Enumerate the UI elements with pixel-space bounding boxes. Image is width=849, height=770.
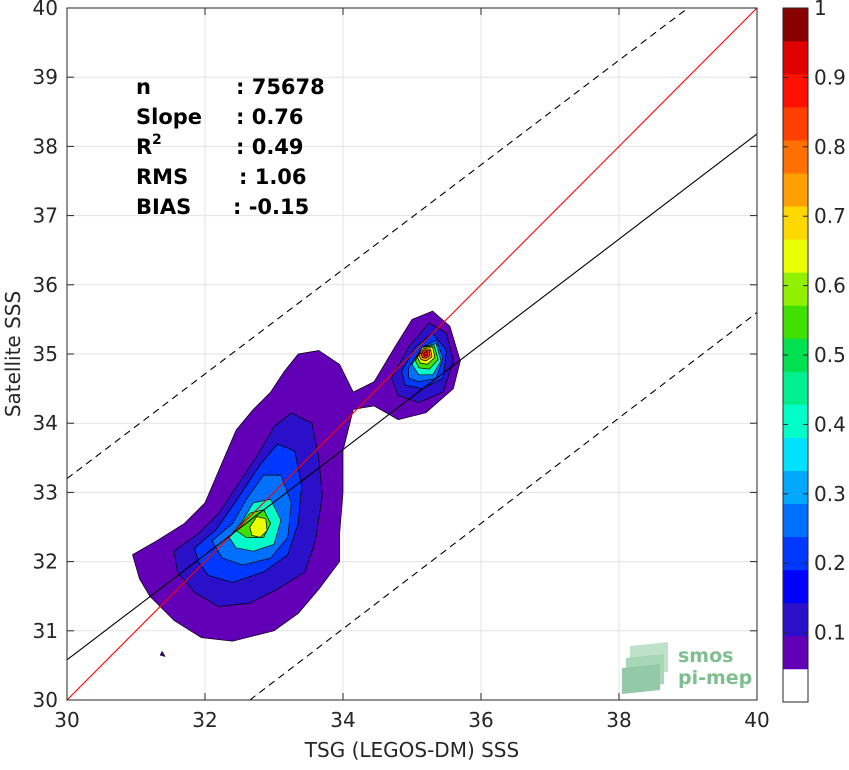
colorbar-segment: [783, 74, 808, 108]
colorbar-segment: [783, 239, 808, 273]
y-axis-label: Satellite SSS: [1, 291, 25, 417]
logo-text-line2: pi-mep: [678, 667, 752, 689]
stat-value: : -0.15: [233, 195, 309, 219]
x-tick-label: 34: [330, 708, 355, 732]
y-tick-label: 30: [33, 688, 58, 712]
colorbar-segment: [783, 272, 808, 306]
y-tick-label: 35: [33, 342, 58, 366]
colorbar-tick-label: 0.1: [814, 621, 846, 645]
y-tick-label: 40: [33, 0, 58, 20]
axis-ticks: 30 32 34 36 38 40 30 31 32 33 34 35 36 37 38 39 40: [33, 0, 770, 732]
y-tick-label: 39: [33, 65, 58, 89]
x-tick-label: 38: [606, 708, 631, 732]
stat-value: : 0.76: [236, 105, 304, 129]
contour-level-13-region-0: [249, 516, 268, 538]
colorbar-segment: [783, 536, 808, 571]
colorbar-segment: [783, 569, 808, 604]
colorbar-tick-label: 0.9: [814, 65, 846, 89]
x-tick-label: 36: [468, 708, 493, 732]
y-tick-label: 33: [33, 480, 58, 504]
colorbar-segment: [783, 602, 808, 637]
stat-label: RMS: [136, 165, 188, 189]
logo-text-line1: smos: [678, 645, 733, 667]
colorbar-tick-label: 1: [814, 0, 827, 20]
stats-annotation: n : 75678 Slope : 0.76 R 2 : 0.49 RMS : 1.06 BIAS…: [136, 75, 325, 219]
colorbar-tick-label: 0.6: [814, 274, 846, 298]
upper-bound-line: [67, 8, 689, 479]
stat-value: : 75678: [236, 75, 325, 99]
stat-value: : 1.06: [239, 165, 307, 189]
logo-mark-icon: [622, 642, 668, 694]
colorbar-segment: [783, 206, 808, 240]
stat-label-superscript: 2: [152, 132, 162, 148]
x-tick-label: 40: [744, 708, 769, 732]
stat-value: : 0.49: [236, 135, 304, 159]
y-tick-label: 37: [33, 204, 58, 228]
identity-line: [67, 8, 757, 700]
stat-label: n: [136, 75, 151, 99]
colorbar: 0.1 0.2 0.3 0.4 0.5 0.6 0.7 0.8 0.9 1: [782, 0, 846, 703]
colorbar-tick-label: 0.5: [814, 343, 846, 367]
x-tick-label: 32: [192, 708, 217, 732]
colorbar-tick-label: 0.8: [814, 135, 846, 159]
colorbar-segment: [783, 173, 808, 207]
colorbar-segment: [783, 503, 808, 538]
stat-label: Slope: [136, 105, 202, 129]
colorbar-tick-label: 0.3: [814, 482, 846, 506]
colorbar-segment: [783, 41, 808, 75]
stat-label: R: [136, 135, 152, 159]
colorbar-segment: [783, 140, 808, 174]
colorbar-tick-label: 0.4: [814, 412, 846, 436]
colorbar-segment: [783, 8, 808, 42]
contour-level-1-region-1: [159, 651, 166, 657]
y-tick-label: 31: [33, 619, 58, 643]
colorbar-segment: [783, 107, 808, 141]
y-tick-label: 32: [33, 550, 58, 574]
y-tick-label: 38: [33, 134, 58, 158]
x-axis-label: TSG (LEGOS-DM) SSS: [304, 738, 519, 762]
stat-label: BIAS: [136, 195, 191, 219]
colorbar-segment: [783, 668, 808, 703]
colorbar-tick-label: 0.7: [814, 204, 846, 228]
colorbar-segment: [783, 470, 808, 505]
smos-pi-mep-logo: smos pi-mep: [622, 642, 752, 694]
colorbar-segment: [783, 635, 808, 670]
colorbar-tick-label: 0.2: [814, 551, 846, 575]
contour-level-19-region-0: [422, 350, 429, 357]
colorbar-segment: [783, 371, 808, 405]
colorbar-segment: [783, 305, 808, 339]
x-tick-label: 30: [54, 708, 79, 732]
y-tick-label: 36: [33, 273, 58, 297]
density-contours: [132, 310, 461, 657]
colorbar-segment: [783, 404, 808, 438]
y-tick-label: 34: [33, 411, 58, 435]
reference-lines: [67, 8, 757, 700]
lower-bound-line: [249, 312, 757, 700]
regression-line: [67, 133, 757, 661]
colorbar-segment: [783, 437, 808, 471]
